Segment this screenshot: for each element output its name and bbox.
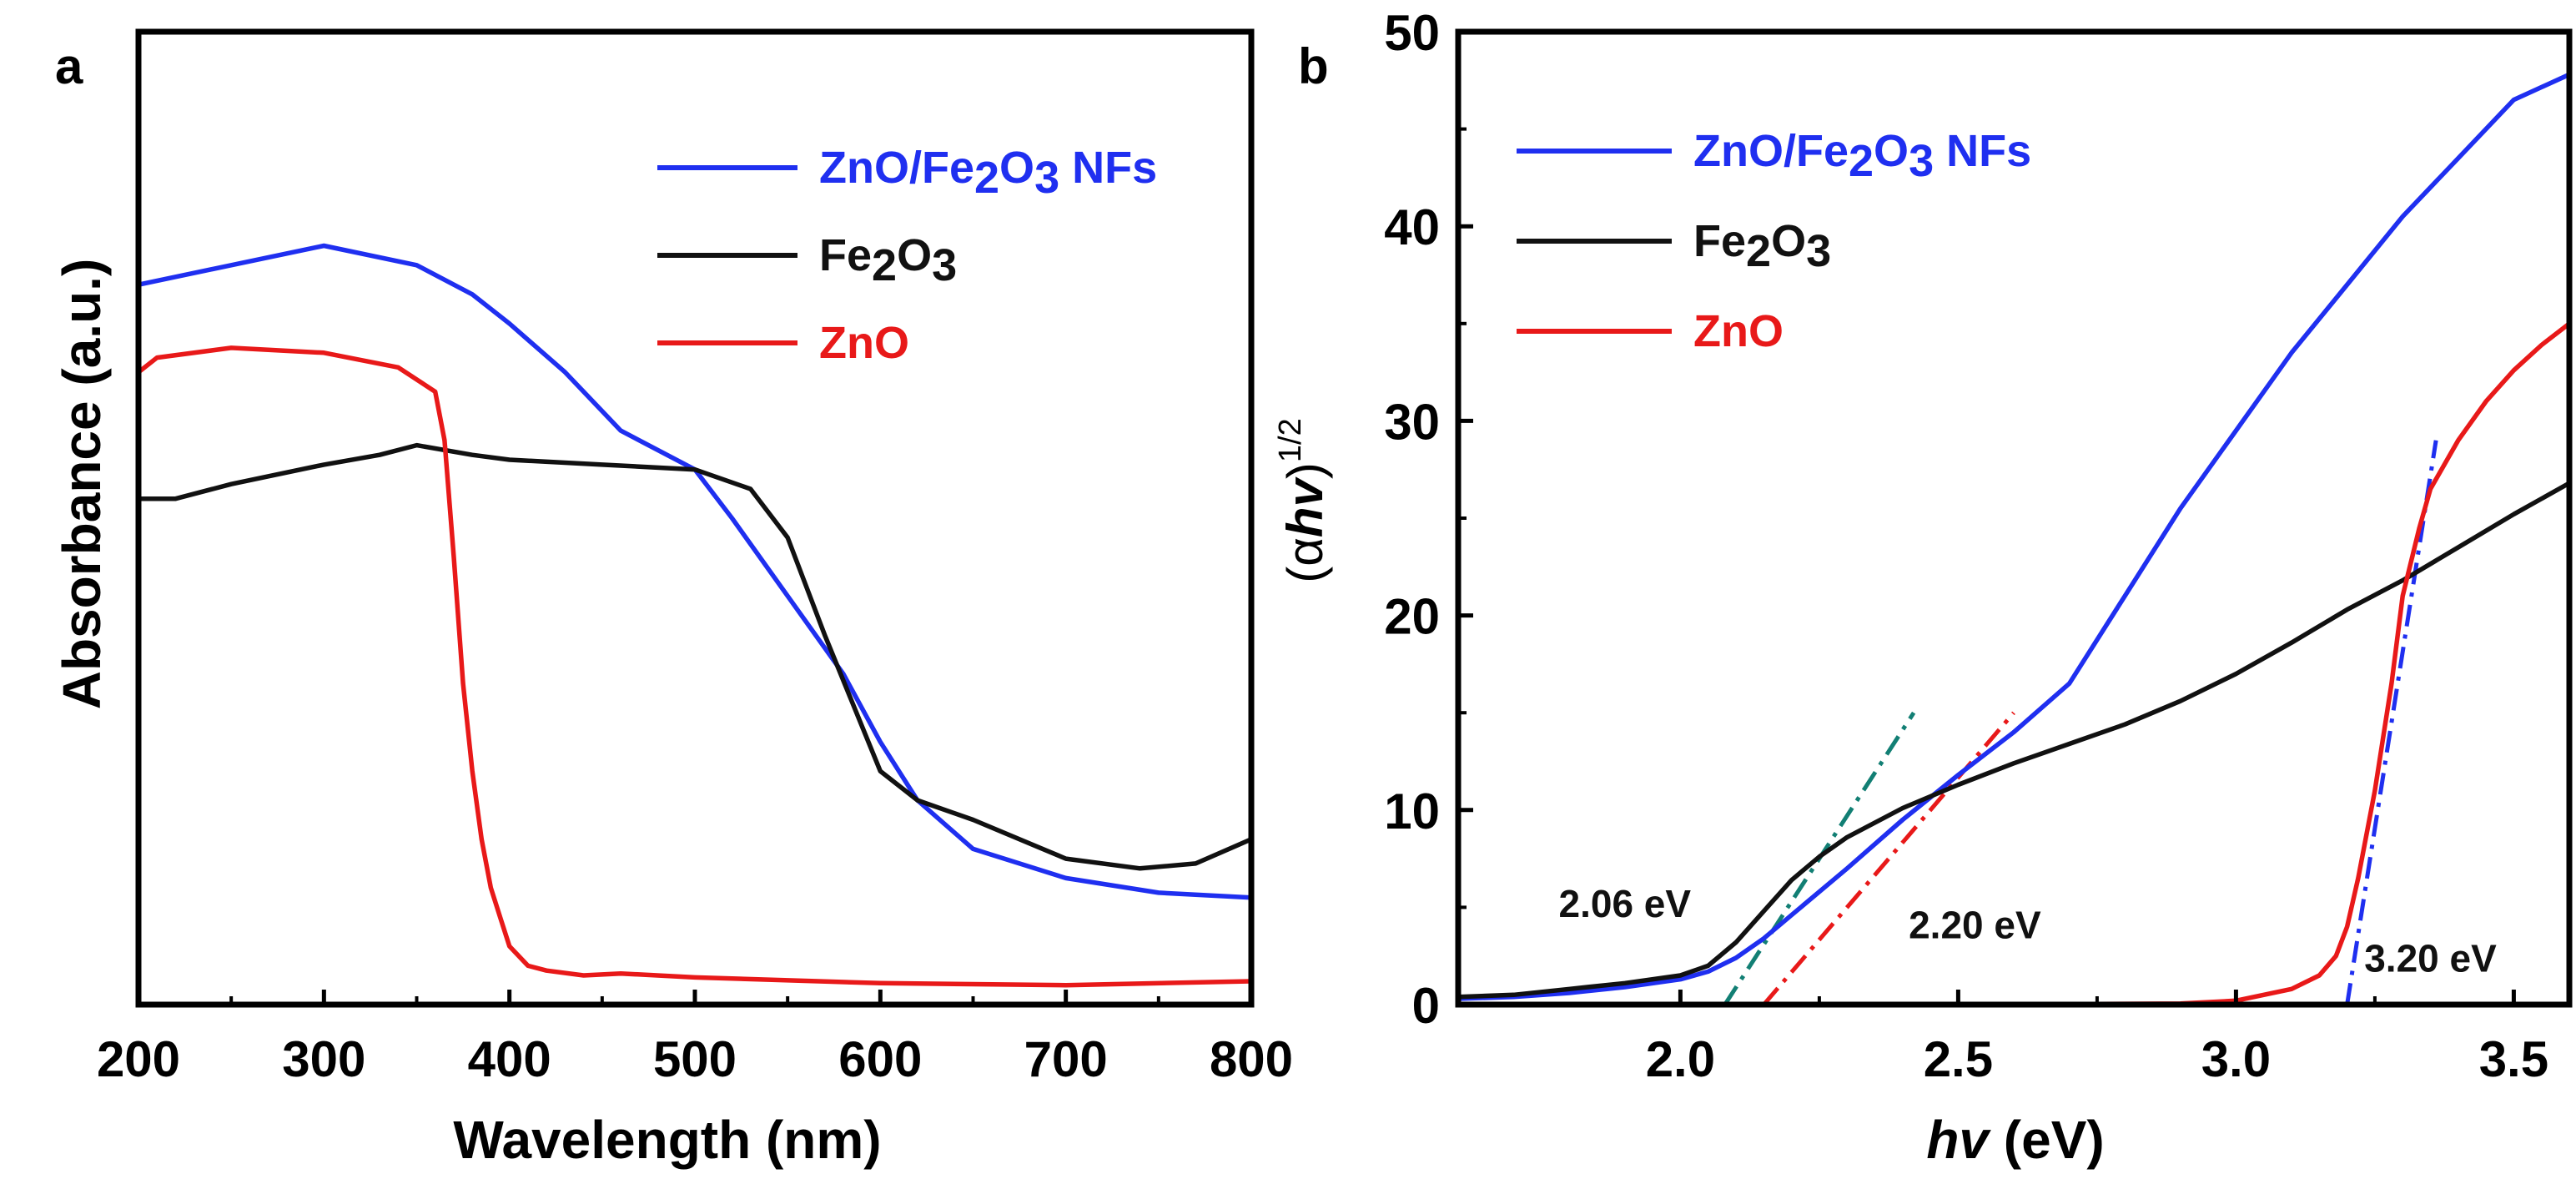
annotation-label: 2.20 eV xyxy=(1909,904,2041,947)
annotation-label: 2.06 eV xyxy=(1559,882,1692,925)
y-tick-label: 10 xyxy=(1384,783,1440,839)
y-axis-label-a: Absorbance (a.u.) xyxy=(52,259,112,710)
x-tick-label: 300 xyxy=(282,1031,365,1087)
panel-b: b (αhv)1/2 hv (eV) 2.0 2.5 3.0 3.5010203040… xyxy=(1273,5,2573,1170)
plot-area-a: 200 300 400 500 600 700 800 xyxy=(97,28,1293,1087)
y-tick-label: 0 xyxy=(1412,978,1440,1034)
series-line-zno-fe2o3-nfs xyxy=(138,243,1251,900)
x-tick-label: 400 xyxy=(468,1031,551,1087)
legend-label: ZnO/Fe2O3 NFs xyxy=(1693,126,2031,186)
y-axis-label-b-open: ( xyxy=(1277,567,1333,583)
y-axis-label-b-alpha: α xyxy=(1277,537,1333,567)
x-axis-label-b-hv: hv xyxy=(1926,1110,1991,1170)
x-axis-label-b-unit: (eV) xyxy=(1989,1110,2105,1170)
y-axis-label-b-close: ) xyxy=(1277,462,1333,479)
series-line-zno-fe2o3-nfs xyxy=(1458,72,2569,1001)
tangent-line-2 xyxy=(2345,440,2438,1005)
series-group-1 xyxy=(1458,72,2569,1005)
legend-b: ZnO/Fe2O3 NFs Fe2O3 ZnO xyxy=(1517,126,2031,356)
y-tick-label: 20 xyxy=(1384,589,1440,645)
y-tick-label: 50 xyxy=(1384,5,1440,61)
tangent-line-1 xyxy=(1762,711,2015,1005)
series-group-0 xyxy=(138,243,1251,988)
y-axis-label-b-exp: 1/2 xyxy=(1273,418,1308,462)
legend-label: ZnO xyxy=(819,318,909,368)
y-tick-label: 40 xyxy=(1384,199,1440,255)
legend-label: ZnO/Fe2O3 NFs xyxy=(819,143,1157,203)
series-line-fe2o3 xyxy=(1458,481,2569,1000)
panel-a: a Absorbance (a.u.) Wavelength (nm) 200 3… xyxy=(52,28,1293,1170)
plot-area-b: 2.0 2.5 3.0 3.5 0 10 20 30 40 50 2.06 eV 2.20 eV 3.2… xyxy=(1384,5,2573,1087)
x-tick-label: 800 xyxy=(1210,1031,1293,1087)
x-tick-label: 2.5 xyxy=(1924,1031,1993,1087)
panel-label-a: a xyxy=(55,38,83,94)
x-tick-label: 500 xyxy=(653,1031,737,1087)
x-tick-label: 600 xyxy=(838,1031,922,1087)
panel-label-b: b xyxy=(1298,38,1329,94)
x-axis-label-b: hv (eV) xyxy=(1926,1110,2104,1170)
y-tick-label: 30 xyxy=(1384,394,1440,450)
y-axis-label-b: (αhv)1/2 xyxy=(1273,418,1333,583)
x-tick-label: 700 xyxy=(1024,1031,1108,1087)
legend-label: Fe2O3 xyxy=(819,230,957,290)
series-line-fe2o3 xyxy=(138,442,1251,871)
legend-label: Fe2O3 xyxy=(1693,216,1831,276)
legend-label: ZnO xyxy=(1693,306,1784,356)
x-tick-label: 3.5 xyxy=(2479,1031,2548,1087)
y-axis-label-b-hv: hv xyxy=(1277,476,1333,537)
x-tick-label: 3.0 xyxy=(2201,1031,2271,1087)
x-tick-label: 200 xyxy=(97,1031,180,1087)
x-axis-label-a: Wavelength (nm) xyxy=(453,1110,881,1170)
series-line-zno xyxy=(138,345,1251,988)
plot-frame xyxy=(1455,28,2573,1008)
x-tick-label: 2.0 xyxy=(1646,1031,1715,1087)
legend-a: ZnO/Fe2O3 NFs Fe2O3 ZnO xyxy=(657,143,1157,368)
annotation-label: 3.20 eV xyxy=(2364,936,2497,980)
